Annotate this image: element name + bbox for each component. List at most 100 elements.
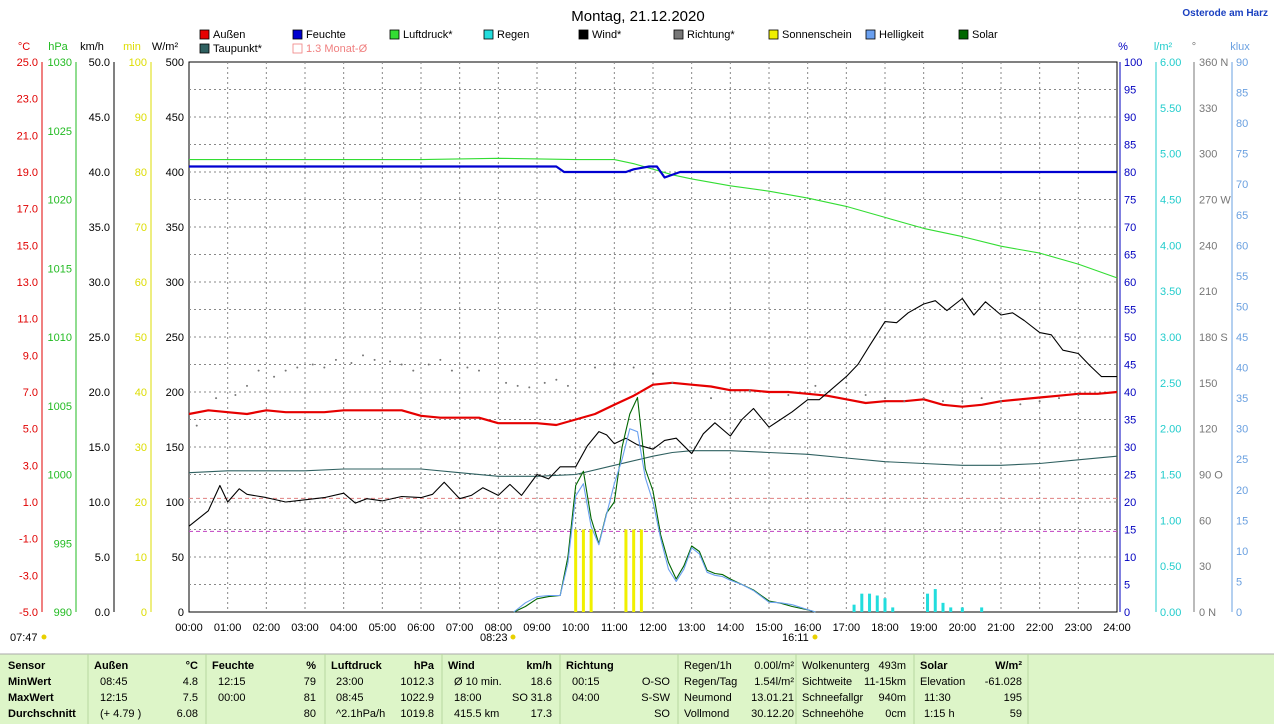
table-cell: km/h [526, 660, 552, 672]
direction-axis-tick: 300 [1199, 149, 1217, 161]
table-cell: hPa [414, 660, 435, 672]
point-direction [543, 381, 546, 384]
point-direction [980, 397, 983, 400]
point-direction [257, 369, 260, 372]
point-direction [412, 369, 415, 372]
axis-unit-label: hPa [48, 41, 68, 53]
humidity-axis-tick: 70 [1124, 222, 1136, 234]
rain-axis-tick: 4.00 [1160, 240, 1181, 252]
solar-axis-tick: 500 [166, 57, 184, 69]
point-direction [710, 397, 712, 400]
pressure-axis-tick: 1030 [48, 57, 72, 69]
point-direction [814, 384, 817, 387]
axis-unit-label: klux [1230, 41, 1250, 53]
direction-axis-tick: 0 N [1199, 607, 1216, 619]
table-cell: W/m² [995, 660, 1022, 672]
table-cell: O-SO [642, 676, 671, 688]
rain-axis-tick: 2.50 [1160, 378, 1181, 390]
table-cell: 18.6 [531, 676, 552, 688]
point-direction [652, 372, 654, 375]
plot-grid [188, 61, 1118, 613]
bar-regen [960, 607, 964, 612]
direction-axis-tick: 270 W [1199, 195, 1231, 207]
table-cell: 08:45 [100, 676, 128, 688]
chart-title: Montag, 21.12.2020 [571, 8, 704, 25]
pressure-axis-tick: 1025 [48, 126, 72, 138]
sun-axis-tick: 90 [135, 112, 147, 124]
point-direction [373, 358, 376, 361]
time-tick-label: 04:00 [330, 622, 358, 634]
bar-regen [868, 593, 872, 612]
table-cell: Solar [920, 660, 948, 672]
wind-axis-tick: 5.0 [95, 552, 110, 564]
time-tick-label: 05:00 [369, 622, 397, 634]
humidity-axis-tick: 0 [1124, 607, 1130, 619]
table-cell: Schneefallgr [802, 692, 863, 704]
bar-sonnenschein [624, 529, 628, 612]
legend-swatch [199, 29, 210, 40]
sun-axis-tick: 80 [135, 167, 147, 179]
table-cell: 940m [878, 692, 906, 704]
rain-axis-tick: 5.50 [1160, 103, 1181, 115]
table-cell: 13.01.21 [751, 692, 794, 704]
table-cell: 1022.9 [400, 692, 434, 704]
plot-axes: 00:00 01:00 02:00 03:00 04:00 05:00 06:00 07:00… [10, 41, 1250, 644]
point-direction [450, 369, 453, 372]
point-direction [845, 381, 848, 384]
table-cell: 79 [304, 676, 316, 688]
sunset-label: 16:11 [782, 632, 809, 644]
point-direction [922, 397, 925, 400]
table-cell: 195 [1004, 692, 1022, 704]
legend-swatch [199, 43, 210, 54]
table-cell: 4.8 [183, 676, 198, 688]
time-tick-label: 13:00 [678, 622, 706, 634]
point-direction [215, 397, 218, 400]
solar-axis-tick: 450 [166, 112, 184, 124]
point-direction [671, 381, 674, 384]
table-cell: Sensor [8, 660, 46, 672]
sun-axis-tick: 10 [135, 552, 147, 564]
point-direction [350, 361, 353, 364]
pressure-axis-tick: 990 [54, 607, 72, 619]
sunrise-sun-icon [510, 634, 516, 640]
table-cell: 12:15 [100, 692, 128, 704]
bar-sonnenschein [574, 529, 578, 612]
point-direction [234, 394, 237, 397]
point-direction [942, 400, 944, 403]
humidity-axis-tick: 20 [1124, 497, 1136, 509]
time-tick-label: 01:00 [214, 622, 242, 634]
bar-regen [852, 604, 856, 612]
temp-axis-tick: 19.0 [17, 167, 38, 179]
legend-label: 1.3 Monat-Ø [306, 43, 368, 55]
legend-label: Richtung* [687, 29, 735, 41]
lux-axis-tick: 15 [1236, 515, 1248, 527]
time-tick-label: 15:00 [755, 622, 783, 634]
solar-axis-tick: 250 [166, 332, 184, 344]
wind-axis-tick: 30.0 [89, 277, 110, 289]
wind-axis-tick: 35.0 [89, 222, 110, 234]
point-direction [389, 360, 392, 363]
point-direction [528, 386, 531, 389]
time-tick-label: 08:00 [485, 622, 513, 634]
point-direction [1077, 394, 1080, 397]
table-cell: Vollmond [684, 708, 729, 720]
lux-axis-tick: 35 [1236, 393, 1248, 405]
point-direction [466, 366, 469, 369]
table-cell: 1:15 h [924, 708, 955, 720]
sun-axis-tick: 30 [135, 442, 147, 454]
time-tick-label: 16:00 [794, 622, 822, 634]
temp-axis-tick: -5.0 [19, 607, 38, 619]
wind-axis-tick: 0.0 [95, 607, 110, 619]
table-cell: 31.8 [531, 692, 552, 704]
table-cell: Regen/1h [684, 660, 732, 672]
temp-axis-tick: 25.0 [17, 57, 38, 69]
point-direction [566, 384, 569, 387]
location-label[interactable]: Osterode am Harz [1182, 8, 1268, 19]
table-cell: 30.12.20 [751, 708, 794, 720]
temp-axis-tick: 15.0 [17, 240, 38, 252]
series-line-auen [188, 381, 1118, 427]
direction-axis-tick: 240 [1199, 240, 1217, 252]
lux-axis-tick: 30 [1236, 424, 1248, 436]
series-line-solar [513, 396, 816, 613]
table-cell: 11-15km [864, 676, 906, 688]
